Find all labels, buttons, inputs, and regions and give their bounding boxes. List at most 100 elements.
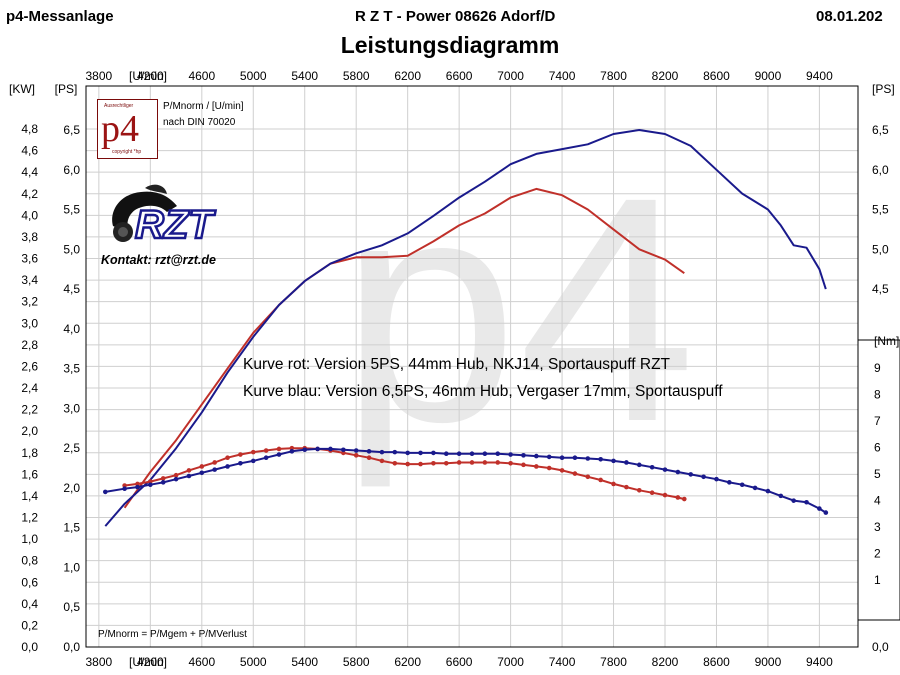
x-tick-top: 5800 [343, 69, 370, 83]
torque-point [675, 469, 681, 475]
din-note: nach DIN 70020 [163, 117, 236, 128]
torque-point [752, 485, 758, 491]
axis-labels: 3800 3800 4200 4200 4600 4600 5000 5000 5400 5400… [9, 69, 900, 669]
ps-tick: 3,5 [63, 362, 80, 376]
torque-point [739, 482, 745, 488]
torque-point [636, 462, 642, 468]
torque-point [353, 448, 359, 453]
torque-point [714, 476, 719, 482]
ps-tick: 0,5 [63, 600, 80, 614]
kw-tick: 1,0 [21, 532, 38, 546]
x-tick-top: 8200 [652, 69, 679, 83]
torque-point [817, 506, 822, 511]
torque-point [160, 480, 166, 485]
formula-note: P/Mnorm = P/Mgem + P/MVerlust [98, 629, 247, 640]
x-tick-bottom: 9000 [755, 655, 782, 669]
torque-point [559, 468, 565, 473]
torque-point [572, 455, 578, 460]
nm-tick: 4 [874, 494, 881, 508]
torque-point [135, 481, 140, 487]
ps-axis-label-right: [PS] [872, 82, 895, 96]
annotation-blue: Kurve blau: Version 6,5PS, 46mm Hub, Ver… [243, 383, 723, 400]
x-tick-bottom: 7800 [600, 655, 627, 669]
chart-title: Leistungsdiagramm [340, 32, 560, 58]
nm-tick: 5 [874, 467, 881, 481]
ps-tick: 5,5 [63, 203, 80, 217]
kw-tick: 0,2 [21, 618, 38, 632]
x-tick-top: 5000 [240, 69, 267, 83]
rzt-logo: RZT [105, 182, 225, 248]
torque-point [302, 447, 308, 453]
power-curve [104, 129, 827, 527]
x-tick-bottom: 3800 [86, 655, 113, 669]
torque-point [212, 460, 217, 465]
x-tick-bottom: 4200 [137, 655, 164, 669]
ps-tick-right: 6,0 [872, 163, 889, 177]
x-tick-top: 9000 [755, 69, 782, 83]
ps-tick-right: 5,0 [872, 242, 889, 256]
torque-point [585, 474, 591, 480]
torque-point [469, 460, 475, 465]
ps-tick: 2,5 [63, 441, 80, 455]
x-tick-top: 4600 [188, 69, 215, 83]
ps-tick: 0,0 [63, 640, 80, 654]
torque-point [238, 460, 243, 466]
torque-point [103, 489, 108, 495]
torque-point [263, 455, 269, 460]
torque-point [482, 460, 488, 465]
x-tick-top: 9400 [806, 69, 833, 83]
torque-point [392, 449, 398, 455]
torque-point [212, 467, 217, 472]
torque-point [546, 465, 552, 471]
x-tick-top: 6200 [394, 69, 421, 83]
x-tick-top: 5400 [291, 69, 318, 83]
x-tick-bottom: 5400 [291, 655, 318, 669]
kw-tick: 1,4 [21, 489, 38, 503]
logo-copyright: copyright *hp [112, 149, 142, 155]
torque-point [534, 453, 539, 459]
kw-tick: 0,0 [21, 640, 38, 654]
torque-point [443, 460, 449, 466]
x-tick-bottom: 7000 [497, 655, 524, 669]
kw-tick: 4,4 [21, 165, 38, 179]
torque-point [534, 464, 539, 469]
torque-point [148, 479, 153, 484]
torque-point [199, 464, 205, 469]
watermark: p4 [340, 130, 696, 490]
torque-point [778, 493, 784, 499]
torque-point [418, 450, 423, 456]
torque-point [823, 510, 829, 515]
nm-tick: 9 [874, 361, 881, 375]
torque-point [572, 471, 578, 476]
torque-point [559, 455, 565, 460]
rzt-logo-text: RZT [135, 203, 216, 246]
torque-point [328, 446, 333, 452]
company-header: R Z T - Power 08626 Adorf/D [355, 8, 556, 25]
x-tick-bottom: 5800 [343, 655, 370, 669]
ps-tick: 2,0 [63, 481, 80, 495]
x-tick-bottom: 8600 [703, 655, 730, 669]
torque-point [624, 460, 629, 465]
torque-point [649, 464, 655, 470]
torque-point [727, 480, 732, 485]
torque-point [225, 464, 230, 469]
power-curve [123, 187, 685, 509]
x-tick-top: 3800 [86, 69, 113, 83]
ps-tick-right: 5,5 [872, 203, 889, 217]
torque-point [431, 460, 436, 466]
torque-point [276, 452, 282, 457]
nm-tick: 8 [874, 388, 881, 402]
torque-point [765, 488, 771, 494]
kw-tick: 2,0 [21, 424, 38, 438]
torque-point [649, 490, 655, 495]
kw-tick: 1,2 [21, 511, 38, 525]
torque-point [405, 450, 410, 456]
torque-point [791, 498, 796, 503]
ps-tick-right: 4,5 [872, 282, 889, 296]
torque-point [495, 460, 501, 465]
nm-axis-label: [Nm] [874, 334, 899, 348]
torque-point [341, 450, 346, 456]
ps-tick: 6,0 [63, 163, 80, 177]
torque-point [585, 456, 591, 461]
ps-tick: 4,5 [63, 282, 80, 296]
